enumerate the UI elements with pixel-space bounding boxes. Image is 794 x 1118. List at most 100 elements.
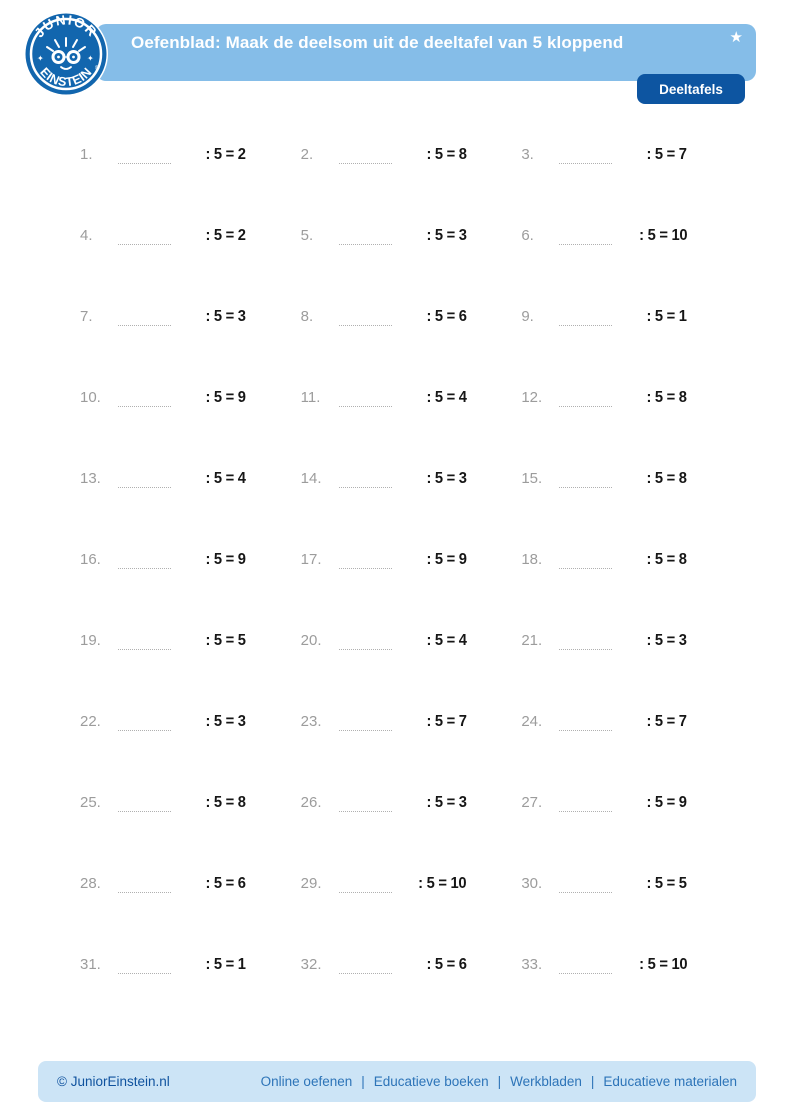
problem-item: 7. : 5 = 3 (80, 276, 246, 357)
answer-blank (559, 149, 613, 164)
equation-text: : 5 = 8 (426, 145, 467, 163)
equation-text: : 5 = 3 (426, 793, 467, 811)
problem-item: 17. : 5 = 9 (301, 519, 467, 600)
equation-text: : 5 = 8 (646, 469, 687, 487)
registered-mark: ® (95, 65, 100, 72)
problem-item: 32. : 5 = 6 (301, 924, 467, 1005)
problem-item: 3. : 5 = 7 (521, 114, 687, 195)
equation-text: : 5 = 8 (646, 388, 687, 406)
problem-item: 33. : 5 = 10 (521, 924, 687, 1005)
header-bar: Oefenblad: Maak de deelsom uit de deelta… (96, 24, 756, 81)
footer-links: Online oefenen | Educatieve boeken | Werkbla… (261, 1074, 737, 1089)
problem-number: 7. (80, 308, 93, 325)
equation-text: : 5 = 3 (205, 712, 246, 730)
problem-number: 25. (80, 794, 101, 811)
equation-text: : 5 = 9 (205, 550, 246, 568)
problem-item: 6. : 5 = 10 (521, 195, 687, 276)
sparkle-right-icon: ✦ (87, 54, 94, 63)
problem-number: 21. (521, 632, 543, 649)
header: Oefenblad: Maak de deelsom uit de deelta… (0, 0, 794, 104)
equation-text: : 5 = 10 (638, 226, 687, 244)
equation-text: : 5 = 9 (426, 550, 467, 568)
problem-item: 30. : 5 = 5 (521, 843, 687, 924)
problem-number: 31. (80, 956, 101, 973)
equation-text: : 5 = 7 (646, 712, 687, 730)
answer-blank (559, 230, 613, 245)
problem-number: 2. (300, 146, 314, 163)
equation-text: : 5 = 6 (426, 955, 467, 973)
equation-text: : 5 = 4 (426, 388, 467, 406)
answer-blank (559, 392, 613, 407)
problem-item: 14. : 5 = 3 (301, 438, 467, 519)
answer-blank (338, 230, 392, 245)
star-icon[interactable]: ★ (729, 29, 743, 46)
problem-number: 28. (80, 875, 101, 892)
problem-number: 24. (521, 713, 543, 730)
problem-item: 28. : 5 = 6 (80, 843, 246, 924)
problem-number: 32. (300, 956, 322, 973)
answer-blank (118, 392, 171, 407)
answer-blank (559, 635, 613, 650)
equation-text: : 5 = 10 (638, 955, 687, 973)
problem-item: 26. : 5 = 3 (301, 762, 467, 843)
footer-link-educatieve-materialen[interactable]: Educatieve materialen (603, 1074, 737, 1089)
problem-item: 25. : 5 = 8 (80, 762, 246, 843)
footer: © JuniorEinstein.nl Online oefenen | Educa… (38, 1061, 756, 1102)
answer-blank (559, 797, 613, 812)
problem-item: 9. : 5 = 1 (521, 276, 687, 357)
smile-icon (60, 66, 72, 70)
problem-number: 16. (80, 551, 101, 568)
problem-item: 1. : 5 = 2 (80, 114, 246, 195)
deeltafels-button[interactable]: Deeltafels (637, 74, 745, 104)
junior-einstein-logo[interactable]: JUNIOR EINSTEIN (24, 12, 108, 96)
problem-item: 16. : 5 = 9 (80, 519, 246, 600)
footer-link-werkbladen[interactable]: Werkbladen (510, 1074, 582, 1089)
equation-text: : 5 = 2 (205, 226, 246, 244)
problem-number: 19. (80, 632, 101, 649)
answer-blank (338, 554, 392, 569)
problem-number: 10. (80, 389, 101, 406)
answer-blank (559, 959, 613, 974)
answer-blank (559, 878, 613, 893)
problem-number: 9. (521, 308, 534, 325)
answer-blank (118, 878, 171, 893)
hair-icon (46, 37, 86, 52)
footer-link-online-oefenen[interactable]: Online oefenen (260, 1074, 353, 1089)
answer-blank (118, 554, 171, 569)
answer-blank (338, 473, 392, 488)
problem-number: 5. (300, 227, 314, 244)
answer-blank (338, 392, 392, 407)
footer-link-separator: | (361, 1074, 365, 1089)
problem-number: 15. (521, 470, 543, 487)
equation-text: : 5 = 7 (646, 145, 687, 163)
problem-item: 13. : 5 = 4 (80, 438, 246, 519)
problem-number: 14. (300, 470, 322, 487)
problem-item: 4. : 5 = 2 (80, 195, 246, 276)
problem-item: 12. : 5 = 8 (521, 357, 687, 438)
answer-blank (559, 473, 613, 488)
problem-item: 31. : 5 = 1 (80, 924, 246, 1005)
equation-text: : 5 = 3 (426, 469, 467, 487)
equation-text: : 5 = 1 (205, 955, 246, 973)
answer-blank (559, 716, 613, 731)
equation-text: : 5 = 2 (205, 145, 246, 163)
equation-text: : 5 = 6 (426, 307, 467, 325)
problem-number: 1. (80, 146, 93, 163)
problem-item: 23. : 5 = 7 (301, 681, 467, 762)
problem-item: 2. : 5 = 8 (301, 114, 467, 195)
problem-number: 23. (300, 713, 322, 730)
equation-text: : 5 = 9 (205, 388, 246, 406)
answer-blank (118, 797, 171, 812)
footer-link-educatieve-boeken[interactable]: Educatieve boeken (373, 1074, 489, 1089)
footer-link-separator: | (590, 1074, 595, 1089)
equation-text: : 5 = 10 (418, 874, 467, 892)
problem-number: 4. (80, 227, 93, 244)
answer-blank (118, 959, 171, 974)
answer-blank (118, 635, 171, 650)
answer-blank (338, 878, 392, 893)
copyright: © JuniorEinstein.nl (57, 1074, 170, 1089)
problem-item: 11. : 5 = 4 (301, 357, 467, 438)
problem-item: 10. : 5 = 9 (80, 357, 246, 438)
answer-blank (338, 959, 392, 974)
equation-text: : 5 = 3 (205, 307, 246, 325)
